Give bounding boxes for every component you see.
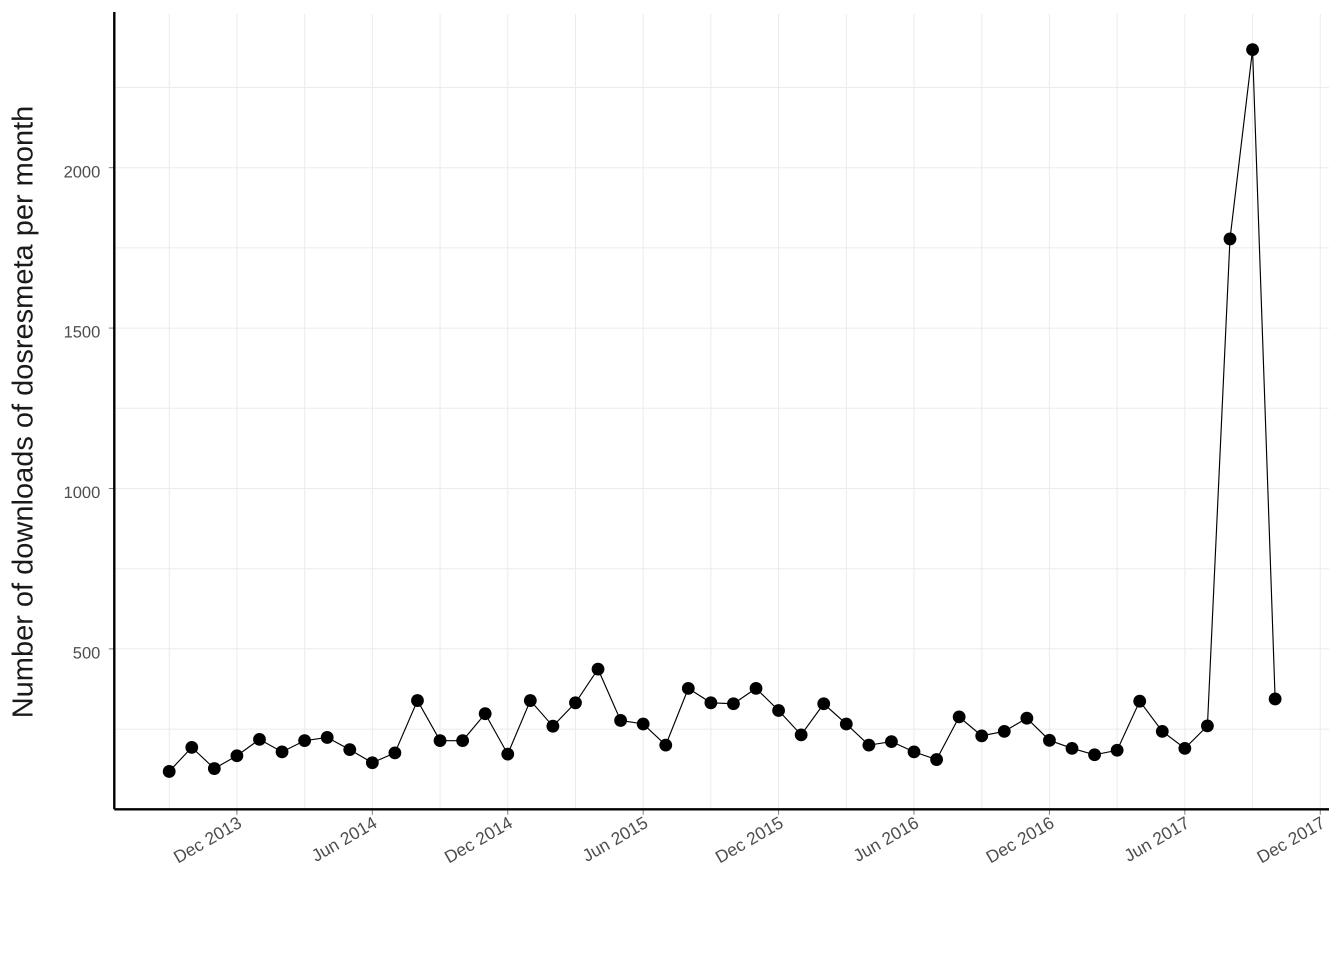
svg-text:Dec 2015: Dec 2015: [712, 812, 787, 867]
svg-text:1000: 1000: [64, 484, 101, 502]
svg-text:Jun 2015: Jun 2015: [579, 812, 651, 865]
svg-text:500: 500: [73, 645, 101, 663]
svg-text:1500: 1500: [64, 324, 101, 342]
svg-text:Dec 2013: Dec 2013: [170, 812, 245, 867]
svg-text:Jun 2016: Jun 2016: [850, 812, 922, 865]
svg-text:Jun 2014: Jun 2014: [308, 812, 381, 865]
svg-text:2000: 2000: [64, 163, 101, 181]
svg-text:Dec 2016: Dec 2016: [983, 812, 1058, 867]
svg-text:Dec 2017: Dec 2017: [1253, 812, 1328, 867]
svg-text:Jun 2017: Jun 2017: [1120, 812, 1192, 865]
svg-text:Dec 2014: Dec 2014: [441, 812, 516, 867]
